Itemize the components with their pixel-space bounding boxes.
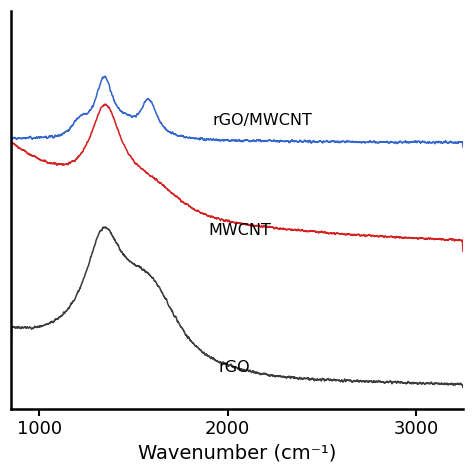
X-axis label: Wavenumber (cm⁻¹): Wavenumber (cm⁻¹) <box>138 444 336 463</box>
Text: MWCNT: MWCNT <box>209 223 272 238</box>
Text: rGO: rGO <box>218 359 250 374</box>
Text: rGO/MWCNT: rGO/MWCNT <box>212 113 312 128</box>
